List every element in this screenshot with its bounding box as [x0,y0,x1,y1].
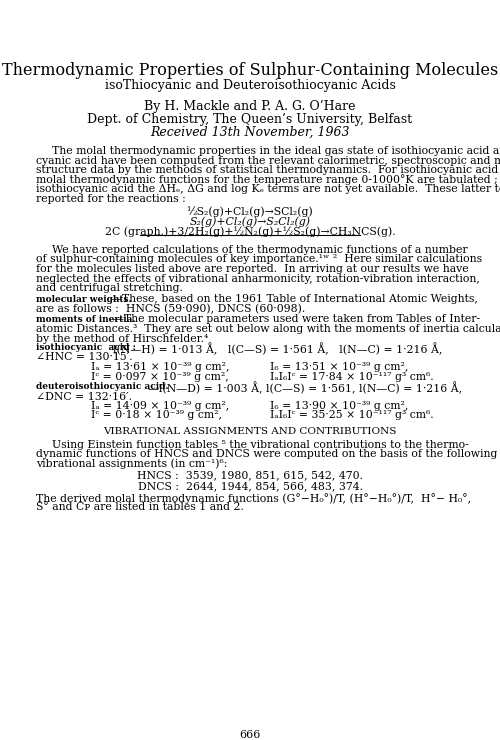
Text: I₆ = 13·90 × 10⁻³⁹ g cm²,: I₆ = 13·90 × 10⁻³⁹ g cm², [270,401,408,411]
Text: l(N—H) = 1·013 Å,   l(C—S) = 1·561 Å,   l(N—C) = 1·216 Å,: l(N—H) = 1·013 Å, l(C—S) = 1·561 Å, l(N—… [113,343,442,356]
Text: moments of inertia.: moments of inertia. [36,314,136,323]
Text: DNCS :  2644, 1944, 854, 566, 483, 374.: DNCS : 2644, 1944, 854, 566, 483, 374. [138,481,362,491]
Text: S₂(g)+Cl₂(g)→S₂Cl₂(g): S₂(g)+Cl₂(g)→S₂Cl₂(g) [190,216,310,226]
Text: IₐI₆Iᶜ = 35·25 × 10⁻¹¹⁷ g³ cm⁶.: IₐI₆Iᶜ = 35·25 × 10⁻¹¹⁷ g³ cm⁶. [270,411,434,420]
Text: Iᶜ = 0·18 × 10⁻³⁹ g cm²,: Iᶜ = 0·18 × 10⁻³⁹ g cm², [91,411,222,420]
Text: isothiocyanic acid the ΔHₑ, ΔG and log Kₑ terms are not yet available.  These la: isothiocyanic acid the ΔHₑ, ΔG and log K… [36,184,500,194]
Text: The molal thermodynamic properties in the ideal gas state of isothiocyanic acid : The molal thermodynamic properties in th… [52,146,500,156]
Text: IₐI₆Iᶜ = 17·84 × 10⁻¹¹⁷ g³ cm⁶.: IₐI₆Iᶜ = 17·84 × 10⁻¹¹⁷ g³ cm⁶. [270,371,434,382]
Text: of sulphur-containing molecules of key importance.¹ʷ ²  Here similar calculation: of sulphur-containing molecules of key i… [36,255,482,264]
Text: by the method of Hirschfelder.⁴: by the method of Hirschfelder.⁴ [36,334,208,343]
Text: are as follows :  HNCS (59·090), DNCS (60·098).: are as follows : HNCS (59·090), DNCS (60… [36,304,305,314]
Text: cyanic acid have been computed from the relevant calorimetric, spectroscopic and: cyanic acid have been computed from the … [36,155,500,166]
Text: Received 13th November, 1963: Received 13th November, 1963 [150,126,350,139]
Text: 666: 666 [240,730,260,740]
Text: —These, based on the 1961 Table of International Atomic Weights,: —These, based on the 1961 Table of Inter… [111,295,478,304]
Text: Thermodynamic Properties of Sulphur-Containing Molecules: Thermodynamic Properties of Sulphur-Cont… [2,62,498,79]
Text: isothiocyanic  acid :: isothiocyanic acid : [36,343,136,352]
Text: deuteroisothiocyanic acid.: deuteroisothiocyanic acid. [36,382,168,391]
Text: Iᶜ = 0·097 × 10⁻³⁹ g cm²,: Iᶜ = 0·097 × 10⁻³⁹ g cm², [91,371,229,382]
Text: molal thermodynamic functions for the temperature range 0-1000°K are tabulated ;: molal thermodynamic functions for the te… [36,175,500,186]
Text: The derived molal thermodynamic functions (G°−H₀°)/T, (H°−H₀°)/T,  H°− H₀°,: The derived molal thermodynamic function… [36,493,471,504]
Text: HNCS :  3539, 1980, 851, 615, 542, 470.: HNCS : 3539, 1980, 851, 615, 542, 470. [137,471,363,480]
Text: —l(N—D) = 1·003 Å, l(C—S) = 1·561, l(N—C) = 1·216 Å,: —l(N—D) = 1·003 Å, l(C—S) = 1·561, l(N—C… [148,382,462,394]
Text: Iₐ = 14·09 × 10⁻³⁹ g cm²,: Iₐ = 14·09 × 10⁻³⁹ g cm², [91,401,229,411]
Text: We have reported calculations of the thermodynamic functions of a number: We have reported calculations of the the… [52,245,468,255]
Text: —The molecular parameters used were taken from Tables of Inter-: —The molecular parameters used were take… [113,314,480,325]
Text: I₆ = 13·51 × 10⁻³⁹ g cm²,: I₆ = 13·51 × 10⁻³⁹ g cm², [270,362,408,372]
Text: molecular weights.: molecular weights. [36,295,132,303]
Text: By H. Mackle and P. A. G. O’Hare: By H. Mackle and P. A. G. O’Hare [144,100,356,113]
Text: structure data by the methods of statistical thermodynamics.  For isothiocyanic : structure data by the methods of statist… [36,165,500,175]
Text: atomic Distances.³  They are set out below along with the moments of inertia cal: atomic Distances.³ They are set out belo… [36,324,500,334]
Text: ½S₂(g)+Cl₂(g)→SCl₂(g): ½S₂(g)+Cl₂(g)→SCl₂(g) [186,206,314,217]
Text: dynamic functions of HNCS and DNCS were computed on the basis of the following: dynamic functions of HNCS and DNCS were … [36,449,498,459]
Text: VIBRATIONAL ASSIGNMENTS AND CONTRIBUTIONS: VIBRATIONAL ASSIGNMENTS AND CONTRIBUTION… [104,426,397,436]
Text: neglected the effects of vibrational anharmonicity, rotation-vibration interacti: neglected the effects of vibrational anh… [36,274,480,283]
Text: Dept. of Chemistry, The Queen’s University, Belfast: Dept. of Chemistry, The Queen’s Universi… [88,113,412,126]
Text: ∠DNC = 132·16′.: ∠DNC = 132·16′. [36,391,132,402]
Text: and centrifugal stretching.: and centrifugal stretching. [36,283,183,293]
Text: ∠HNC = 130·15′.: ∠HNC = 130·15′. [36,352,132,363]
Text: 2C (graph.)+3/2H₂(g)+½N₂(g)+½S₂(g)→CH₃NCS(g).: 2C (graph.)+3/2H₂(g)+½N₂(g)+½S₂(g)→CH₃NC… [104,226,396,237]
Text: for the molecules listed above are reported.  In arriving at our results we have: for the molecules listed above are repor… [36,264,469,274]
Text: Using Einstein function tables ⁵ the vibrational contributions to the thermo-: Using Einstein function tables ⁵ the vib… [52,440,469,449]
Text: reported for the reactions :: reported for the reactions : [36,193,186,204]
Text: S° and Cᴘ are listed in tables 1 and 2.: S° and Cᴘ are listed in tables 1 and 2. [36,502,244,513]
Text: vibrational assignments (in cm⁻¹)⁶:: vibrational assignments (in cm⁻¹)⁶: [36,459,228,469]
Text: Iₐ = 13·61 × 10⁻³⁹ g cm²,: Iₐ = 13·61 × 10⁻³⁹ g cm², [91,362,230,372]
Text: isoThiocyanic and Deuteroisothiocyanic Acids: isoThiocyanic and Deuteroisothiocyanic A… [104,79,396,92]
